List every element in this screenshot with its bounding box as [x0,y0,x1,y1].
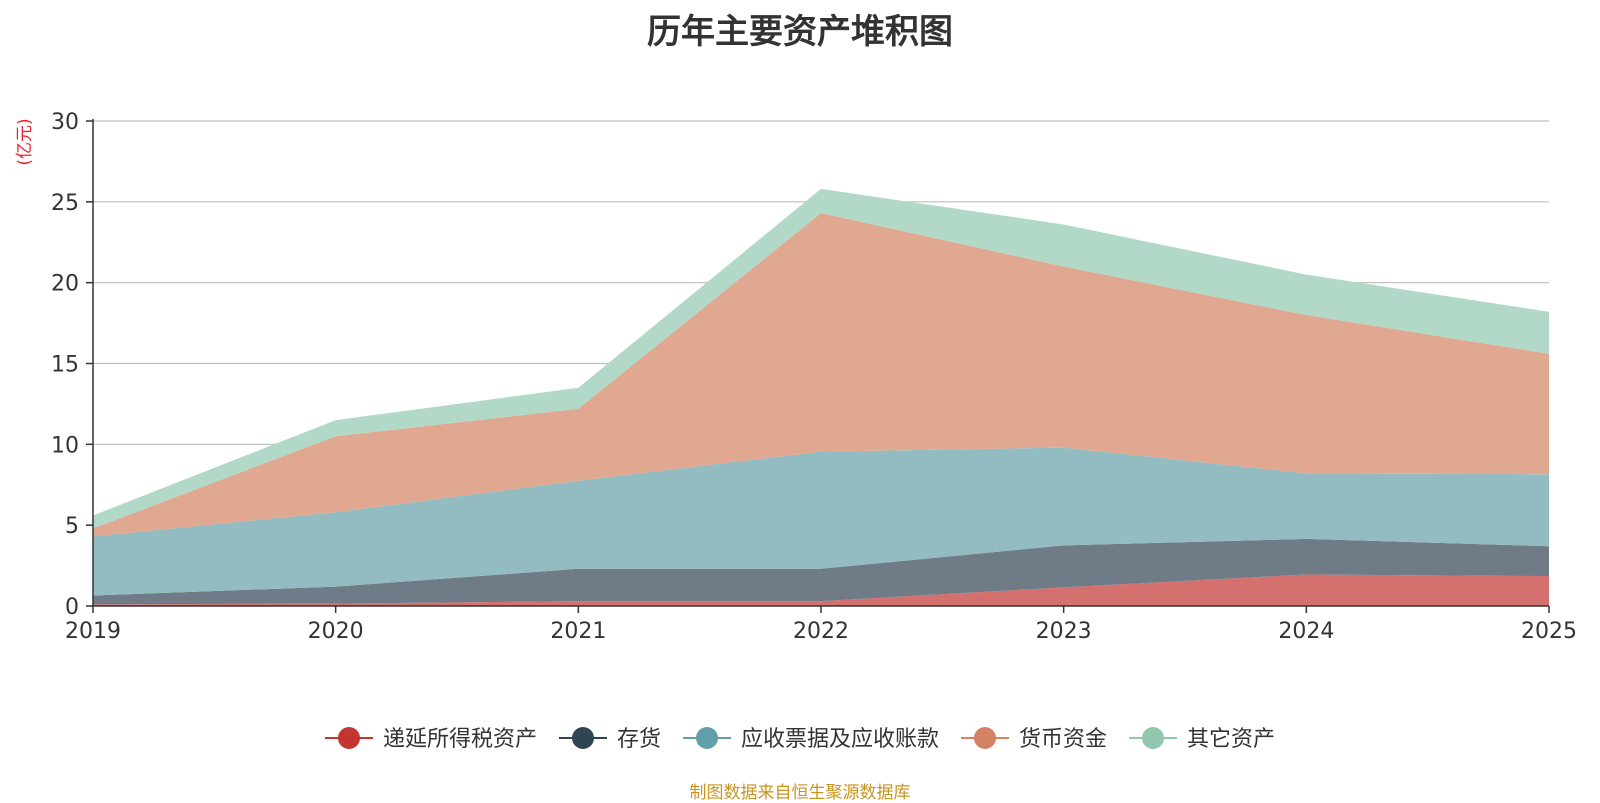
y-axis-unit-label: (亿元) [15,118,35,165]
y-tick-label-15: 15 [51,353,79,378]
x-tick-label-2019: 2019 [65,619,121,644]
area-series-5 [93,188,1549,529]
legend-item-1: 递延所得税资产 [325,727,537,752]
y-tick-label-5: 5 [65,514,79,539]
area-series-3 [93,447,1549,596]
legend-item-3: 应收票据及应收账款 [683,727,939,752]
legend-item-4: 货币资金 [961,727,1107,752]
legend: 递延所得税资产 存货 应收票据及应收账款 货币资金 其它资产 [325,727,1275,752]
legend-item-2: 存货 [559,727,661,752]
area-series [93,188,1549,606]
legend-label: 应收票据及应收账款 [741,727,939,752]
legend-marker [572,727,594,749]
area-series-4 [93,213,1549,537]
x-tick-label-2020: 2020 [308,619,364,644]
y-tick-label-0: 0 [65,595,79,620]
legend-label: 其它资产 [1187,727,1275,752]
area-series-2 [93,538,1549,605]
legend-marker [1142,727,1164,749]
legend-marker [338,727,360,749]
x-tick-label-2023: 2023 [1036,619,1092,644]
legend-label: 递延所得税资产 [383,727,537,752]
legend-marker [974,727,996,749]
x-tick-label-2024: 2024 [1278,619,1334,644]
legend-marker [696,727,718,749]
x-tick-label-2021: 2021 [550,619,606,644]
chart-title: 历年主要资产堆积图 [647,12,953,52]
area-series-1 [93,574,1549,606]
legend-item-5: 其它资产 [1129,727,1275,752]
legend-label: 存货 [617,727,661,752]
y-tick-label-10: 10 [51,433,79,458]
x-tick-label-2022: 2022 [793,619,849,644]
y-tick-label-20: 20 [51,272,79,297]
data-source-note: 制图数据来自恒生聚源数据库 [689,783,911,803]
x-tick-label-2025: 2025 [1521,619,1577,644]
y-tick-label-25: 25 [51,191,79,216]
y-tick-label-30: 30 [51,110,79,135]
legend-label: 货币资金 [1019,727,1107,752]
